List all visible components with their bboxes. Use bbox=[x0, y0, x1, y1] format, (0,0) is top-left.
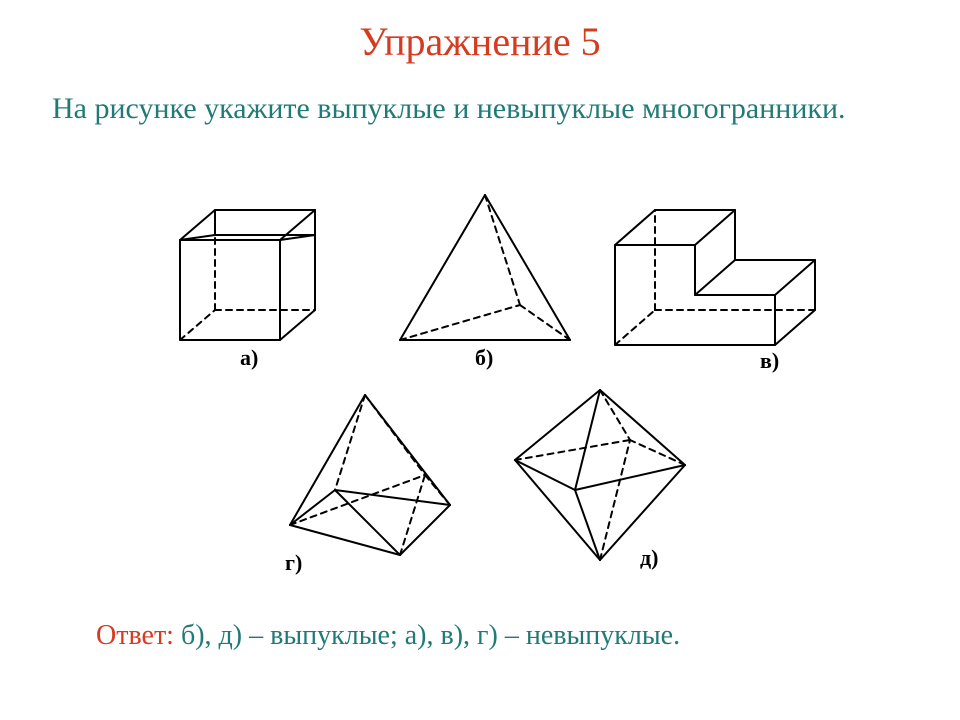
svg-text:б): б) bbox=[475, 345, 493, 370]
answer-body: б), д) – выпуклые; а), в), г) – невыпукл… bbox=[174, 620, 680, 651]
figure-b: б) bbox=[400, 195, 570, 370]
svg-text:а): а) bbox=[240, 345, 258, 370]
svg-text:д): д) bbox=[640, 545, 658, 570]
exercise-prompt: На рисунке укажите выпуклые и невыпуклые… bbox=[52, 90, 912, 128]
answer-label: Ответ: bbox=[96, 620, 174, 651]
figure-d: г) bbox=[285, 395, 450, 575]
svg-text:г): г) bbox=[285, 550, 302, 575]
answer-line: Ответ: б), д) – выпуклые; а), в), г) – н… bbox=[96, 620, 680, 652]
exercise-title: Упражнение 5 bbox=[0, 18, 960, 65]
figure-e: д) bbox=[515, 390, 685, 570]
svg-text:в): в) bbox=[760, 348, 779, 373]
polyhedra-figure: а) б) в) г) д) bbox=[130, 180, 830, 575]
slide: Упражнение 5 На рисунке укажите выпуклые… bbox=[0, 0, 960, 720]
figure-c: в) bbox=[615, 210, 815, 373]
figure-a: а) bbox=[180, 210, 315, 370]
